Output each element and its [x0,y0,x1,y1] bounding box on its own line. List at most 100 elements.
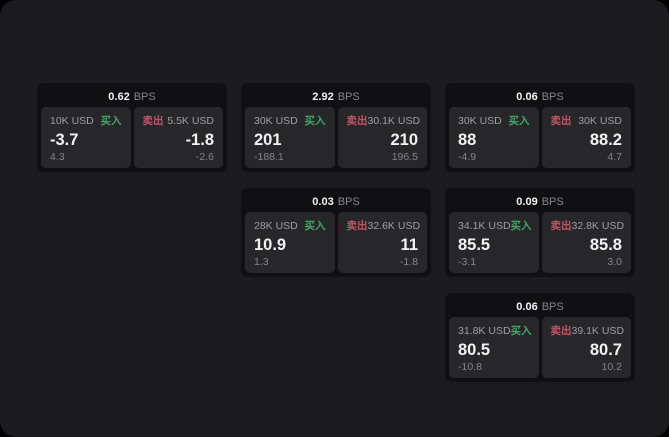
buy-price: 88 [458,130,477,149]
bps-unit-label: BPS [133,91,156,103]
buy-label: 买入 [508,115,530,127]
bps-value: 0.62 [108,91,130,103]
card-header: 0.06 BPS [449,87,631,107]
buy-delta: 4.3 [50,150,65,163]
bps-value: 0.06 [516,91,538,103]
bps-unit-label: BPS [337,196,360,208]
sell-price: 85.8 [589,235,622,254]
quote-grid: 0.62 BPS 10K USD 买入 -3.7 4.3 卖出 5.5K USD… [37,83,635,382]
sell-label: 卖出 [550,325,572,337]
card-header: 0.09 BPS [449,192,631,212]
buy-price: 80.5 [458,340,491,359]
sell-delta: -1.8 [399,255,418,268]
quote-panels: 34.1K USD 买入 85.5 -3.1 卖出 32.8K USD 85.8… [449,212,631,273]
sell-delta: 196.5 [391,150,418,163]
sell-panel-top: 卖出 5.5K USD [143,113,215,128]
buy-delta: -4.9 [458,150,477,163]
sell-price: 210 [390,130,418,149]
buy-amount: 28K USD [254,219,298,232]
quote-panels: 30K USD 买入 201 -188.1 卖出 30.1K USD 210 1… [245,107,427,168]
buy-label: 买入 [510,325,532,337]
sell-panel[interactable]: 卖出 32.6K USD 11 -1.8 [337,212,427,273]
buy-price: 10.9 [254,235,287,254]
buy-label: 买入 [510,220,532,232]
buy-panel[interactable]: 28K USD 买入 10.9 1.3 [245,212,335,273]
quote-panels: 10K USD 买入 -3.7 4.3 卖出 5.5K USD -1.8 -2.… [41,107,223,168]
sell-label: 卖出 [550,115,572,127]
quote-card[interactable]: 0.06 BPS 31.8K USD 买入 80.5 -10.8 卖出 39.1… [445,293,635,382]
buy-panel[interactable]: 31.8K USD 买入 80.5 -10.8 [449,317,539,378]
sell-delta: 10.2 [601,360,622,373]
sell-price: 88.2 [589,130,622,149]
sell-label: 卖出 [346,220,368,232]
sell-panel-top: 卖出 30K USD [551,113,623,128]
buy-price: -3.7 [50,130,79,149]
sell-panel[interactable]: 卖出 5.5K USD -1.8 -2.6 [133,107,223,168]
card-header: 2.92 BPS [245,87,427,107]
quote-card[interactable]: 0.62 BPS 10K USD 买入 -3.7 4.3 卖出 5.5K USD… [37,83,227,172]
bps-value: 0.06 [516,301,538,313]
buy-panel-top: 30K USD 买入 [254,113,326,128]
buy-amount: 30K USD [254,114,298,127]
card-header: 0.03 BPS [245,192,427,212]
buy-panel-top: 30K USD 买入 [458,113,530,128]
sell-price: 80.7 [589,340,622,359]
buy-panel-top: 31.8K USD 买入 [458,323,532,338]
buy-price: 85.5 [458,235,491,254]
buy-delta: -188.1 [254,150,284,163]
sell-amount: 32.6K USD [367,219,421,232]
quote-panels: 28K USD 买入 10.9 1.3 卖出 32.6K USD 11 -1.8 [245,212,427,273]
sell-delta: 4.7 [607,150,622,163]
sell-panel-top: 卖出 30.1K USD [347,113,421,128]
buy-amount: 30K USD [458,114,502,127]
sell-panel-top: 卖出 32.6K USD [346,218,421,233]
sell-label: 卖出 [142,115,164,127]
buy-amount: 31.8K USD [458,324,511,337]
quote-card[interactable]: 2.92 BPS 30K USD 买入 201 -188.1 卖出 30.1K … [241,83,431,172]
buy-label: 买入 [304,115,326,127]
sell-panel[interactable]: 卖出 32.8K USD 85.8 3.0 [541,212,631,273]
buy-panel-top: 34.1K USD 买入 [458,218,532,233]
bps-value: 2.92 [312,91,334,103]
sell-panel[interactable]: 卖出 39.1K USD 80.7 10.2 [541,317,631,378]
sell-panel[interactable]: 卖出 30.1K USD 210 196.5 [337,107,427,168]
sell-amount: 32.8K USD [571,219,625,232]
buy-panel[interactable]: 34.1K USD 买入 85.5 -3.1 [449,212,539,273]
quote-card[interactable]: 0.06 BPS 30K USD 买入 88 -4.9 卖出 30K USD 8… [445,83,635,172]
buy-delta: -10.8 [458,360,482,373]
bps-unit-label: BPS [337,91,360,103]
sell-panel-top: 卖出 32.8K USD [550,218,625,233]
buy-delta: -3.1 [458,255,477,268]
card-header: 0.62 BPS [41,87,223,107]
bps-value: 0.03 [312,196,334,208]
sell-amount: 39.1K USD [571,324,625,337]
quote-panels: 31.8K USD 买入 80.5 -10.8 卖出 39.1K USD 80.… [449,317,631,378]
buy-label: 买入 [304,220,326,232]
buy-panel[interactable]: 30K USD 买入 201 -188.1 [245,107,335,168]
sell-delta: 3.0 [607,255,622,268]
card-header: 0.06 BPS [449,297,631,317]
buy-amount: 34.1K USD [458,219,511,232]
sell-panel[interactable]: 卖出 30K USD 88.2 4.7 [541,107,631,168]
buy-panel-top: 10K USD 买入 [50,113,122,128]
sell-amount: 30K USD [578,114,622,127]
bps-unit-label: BPS [541,91,564,103]
buy-panel-top: 28K USD 买入 [254,218,326,233]
buy-panel[interactable]: 30K USD 买入 88 -4.9 [449,107,539,168]
sell-delta: -2.6 [195,150,214,163]
sell-label: 卖出 [550,220,572,232]
buy-panel[interactable]: 10K USD 买入 -3.7 4.3 [41,107,131,168]
buy-delta: 1.3 [254,255,269,268]
bps-value: 0.09 [516,196,538,208]
buy-amount: 10K USD [50,114,94,127]
quote-panels: 30K USD 买入 88 -4.9 卖出 30K USD 88.2 4.7 [449,107,631,168]
quote-card[interactable]: 0.03 BPS 28K USD 买入 10.9 1.3 卖出 32.6K US… [241,188,431,277]
sell-price: 11 [400,235,418,254]
buy-label: 买入 [100,115,122,127]
sell-amount: 5.5K USD [167,114,214,127]
sell-price: -1.8 [185,130,214,149]
quote-card[interactable]: 0.09 BPS 34.1K USD 买入 85.5 -3.1 卖出 32.8K… [445,188,635,277]
bps-unit-label: BPS [541,301,564,313]
sell-panel-top: 卖出 39.1K USD [550,323,625,338]
